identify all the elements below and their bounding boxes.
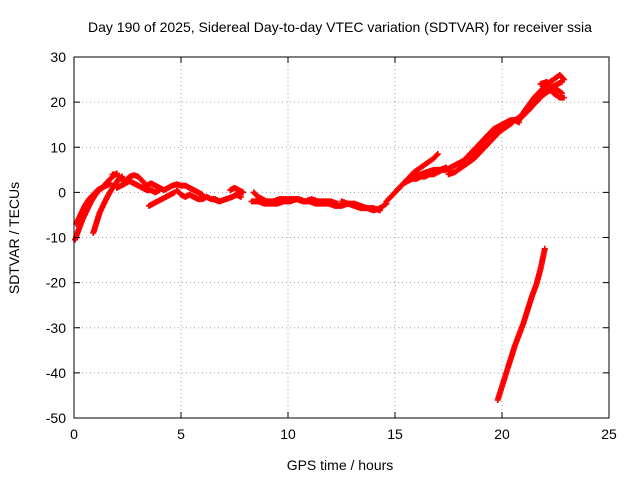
series-arc-l (338, 198, 384, 214)
data-point (237, 193, 244, 200)
series-arc-h (210, 191, 244, 205)
x-tick-label: 0 (70, 426, 78, 442)
series-arc-f (145, 189, 178, 209)
data-point (561, 94, 568, 101)
data-point (107, 180, 114, 187)
y-tick-label: -20 (46, 275, 66, 291)
y-tick-label: -10 (46, 230, 66, 246)
data-point (558, 78, 565, 85)
y-tick-label: -30 (46, 320, 66, 336)
data-point (433, 152, 440, 159)
data-point (240, 189, 247, 196)
y-tick-label: 30 (50, 49, 66, 65)
y-tick-label: 0 (58, 184, 66, 200)
data-point (434, 151, 441, 158)
data-point (156, 187, 163, 194)
axis-ticks: 0 5 10 15 20 25 -50 -40 -30 -20 -10 0 10 20 30 (46, 49, 617, 442)
data-point (377, 207, 384, 214)
x-tick-label: 15 (387, 426, 403, 442)
data-point (334, 200, 341, 207)
data-point (541, 245, 548, 252)
series-arc-k (250, 189, 341, 207)
y-axis-label: SDTVAR / TECUs (6, 182, 22, 294)
x-axis-label: GPS time / hours (287, 457, 394, 473)
chart-title: Day 190 of 2025, Sidereal Day-to-day VTE… (88, 19, 592, 35)
y-tick-label: -40 (46, 365, 66, 381)
data-point (559, 75, 566, 82)
series-arc-e (113, 178, 163, 196)
series-arc-b (73, 180, 114, 227)
series-arc-i (227, 184, 247, 196)
x-tick-label: 20 (494, 426, 510, 442)
x-tick-label: 10 (280, 426, 296, 442)
grid-lines (74, 57, 609, 418)
x-tick-label: 5 (177, 426, 185, 442)
series-arc-u (494, 245, 548, 403)
series-arc-t (537, 78, 568, 101)
data-points (72, 72, 568, 403)
y-tick-label: 20 (50, 94, 66, 110)
y-tick-label: -50 (46, 410, 66, 426)
x-tick-label: 25 (601, 426, 617, 442)
series-arc-o (404, 164, 450, 182)
y-tick-label: 10 (50, 139, 66, 155)
data-point (443, 164, 450, 171)
series-arc-n (392, 151, 441, 196)
